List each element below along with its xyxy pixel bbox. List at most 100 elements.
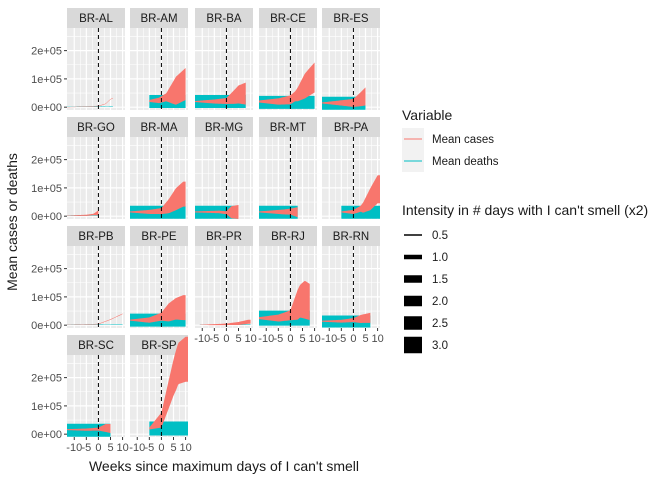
facet-strip (259, 8, 317, 28)
cases-ribbon (67, 423, 111, 434)
facet-strip (130, 117, 188, 137)
panel-background (67, 355, 125, 437)
facet-strip-label: BR-AL (79, 13, 113, 25)
x-axis-title: Weeks since maximum days of I can't smel… (89, 458, 359, 474)
cases-ribbon (67, 97, 113, 108)
cases-ribbon (149, 336, 188, 430)
y-tick-label: 0e+00 (31, 429, 62, 441)
panel-background (67, 28, 125, 110)
cases-ribbon (259, 62, 315, 105)
facet-panel: BR-AM (130, 8, 188, 110)
y-tick-label: 0e+00 (31, 211, 62, 223)
facet-strip (67, 8, 125, 28)
y-axis-title: Mean cases or deaths (4, 153, 20, 291)
facet-panel: BR-PB 0e+00 1e+05 2e+05 (31, 226, 125, 332)
facet-panel: BR-MT (259, 117, 317, 219)
cases-ribbon (195, 204, 239, 219)
legend-key-cases (402, 128, 424, 150)
facet-strip (322, 226, 380, 246)
facet-strip-label: BR-AM (140, 13, 177, 25)
facet-strip-label: BR-RJ (271, 231, 305, 243)
x-tick-label: 0 (95, 442, 101, 454)
x-tick-label: 10 (116, 442, 128, 454)
facet-strip-label: BR-SP (141, 340, 176, 352)
x-tick-label: -10 (129, 442, 145, 454)
x-tick-label: -5 (336, 333, 346, 345)
x-tick-label: 5 (107, 442, 113, 454)
facet-strip-label: BR-PE (141, 231, 176, 243)
y-tick-label: 0e+00 (31, 102, 62, 114)
legend-intensity-keys: 0.5 1.0 1.5 2.0 2.5 3.0 (402, 224, 448, 356)
y-tick-label: 2e+05 (31, 46, 62, 58)
facet-strip-label: BR-CE (270, 13, 306, 25)
facet-panel: BR-RJ -10 -5 0 5 10 (258, 226, 321, 345)
facet-strip (130, 8, 188, 28)
facet-strip-label: BR-GO (77, 122, 115, 134)
cases-ribbon (67, 313, 123, 325)
cases-ribbon (195, 82, 246, 105)
cases-ribbon (67, 210, 99, 216)
y-tick-label: 2e+05 (31, 155, 62, 167)
x-tick-label: 5 (299, 333, 305, 345)
cases-ribbon (199, 319, 251, 326)
cases-ribbon (130, 295, 186, 323)
x-tick-label: -5 (273, 333, 283, 345)
panel-background (195, 137, 253, 219)
facet-strip (195, 226, 253, 246)
facet-panel: BR-PE (130, 226, 188, 328)
legend-intensity-label: 3.0 (432, 340, 448, 352)
facet-strip (259, 117, 317, 137)
facet-strip (195, 8, 253, 28)
facet-panel: BR-RN -10 -5 0 5 10 (321, 226, 384, 345)
cases-ribbon (322, 312, 371, 323)
x-tick-label: -5 (144, 442, 154, 454)
facet-strip (322, 117, 380, 137)
facet-strip-label: BR-MG (205, 122, 243, 134)
facet-panel: BR-BA (195, 8, 253, 110)
facet-strip-label: BR-RN (333, 231, 369, 243)
x-tick-label: 5 (235, 333, 241, 345)
facet-strip (130, 335, 188, 355)
facet-panel: BR-SP -10 -5 0 5 10 (129, 335, 192, 454)
legend-intensity-label: 2.5 (432, 318, 448, 330)
y-tick-label: 0e+00 (31, 320, 62, 332)
legend-label-deaths: Mean deaths (432, 156, 499, 168)
panel-background (67, 137, 125, 219)
facet-strip-label: BR-PR (206, 231, 242, 243)
facet-strip-label: BR-BA (206, 13, 241, 25)
facet-strip (130, 226, 188, 246)
facet-panel: BR-MG (195, 117, 253, 219)
x-tick-label: -10 (194, 333, 210, 345)
legend-intensity-label: 2.0 (432, 296, 448, 308)
panel-background (322, 246, 380, 328)
facet-panels: BR-AL 0e+00 1e+05 2e+05 BR-AM BR-BA BR-CE BR-ES… (31, 8, 384, 454)
x-tick-label: 10 (179, 442, 191, 454)
panel-background (195, 246, 253, 328)
facet-strip (259, 226, 317, 246)
x-tick-label: -10 (258, 333, 274, 345)
facet-strip (322, 8, 380, 28)
y-tick-label: 2e+05 (31, 373, 62, 385)
y-tick-label: 1e+05 (31, 183, 62, 195)
facet-strip-label: BR-MA (140, 122, 177, 134)
cases-ribbon (130, 181, 186, 215)
x-tick-label: 10 (308, 333, 320, 345)
facet-panel: BR-MA (130, 117, 188, 219)
legend-intensity-label: 0.5 (432, 230, 448, 242)
facet-panel: BR-CE (259, 8, 317, 110)
legend-variable-title: Variable (402, 107, 453, 123)
facet-panel: BR-SC 0e+00 1e+05 2e+05 -10 -5 0 5 10 (31, 335, 129, 454)
y-tick-label: 1e+05 (31, 292, 62, 304)
panel-background (322, 28, 380, 110)
facet-strip (67, 117, 125, 137)
x-tick-label: 0 (287, 333, 293, 345)
cases-ribbon (149, 67, 186, 105)
x-tick-label: -10 (66, 442, 82, 454)
cases-ribbon (259, 207, 298, 218)
x-tick-label: 0 (223, 333, 229, 345)
facet-panel: BR-PA (322, 117, 380, 219)
legend-key-deaths (402, 150, 424, 172)
facet-panel: BR-ES (322, 8, 380, 110)
legend-intensity-label: 1.0 (432, 252, 448, 264)
y-tick-label: 2e+05 (31, 264, 62, 276)
